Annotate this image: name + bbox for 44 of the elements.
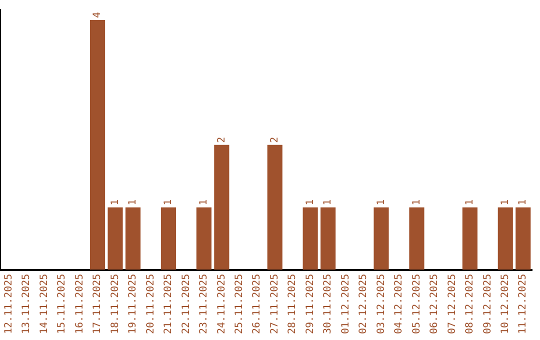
data-label: 1 <box>376 199 387 206</box>
x-tick-label: 18.11.2025 <box>110 274 121 334</box>
x-tick-label: 26.11.2025 <box>252 274 263 334</box>
x-tick-label: 03.12.2025 <box>376 274 387 334</box>
x-tick-label: 04.12.2025 <box>394 274 405 334</box>
x-tick-label: 14.11.2025 <box>38 274 50 334</box>
x-tick-label: 29.11.2025 <box>304 274 316 334</box>
x-tick-label: 25.11.2025 <box>234 274 245 334</box>
data-label: 2 <box>216 136 228 143</box>
x-tick-label: 12.11.2025 <box>3 274 14 334</box>
x-tick-label: 09.12.2025 <box>482 274 494 334</box>
data-label: 1 <box>110 199 121 206</box>
x-tick-label: 15.11.2025 <box>56 274 68 334</box>
x-tick-label: 27.11.2025 <box>269 274 280 334</box>
x-tick-label: 06.12.2025 <box>429 274 440 334</box>
x-tick-label: 07.12.2025 <box>446 274 458 334</box>
x-tick-label: 19.11.2025 <box>128 274 139 334</box>
data-label: 1 <box>163 199 174 206</box>
x-tick-label: 17.11.2025 <box>92 274 104 334</box>
x-tick-label: 28.11.2025 <box>287 274 298 334</box>
x-tick-label: 01.12.2025 <box>340 274 352 334</box>
data-label: 1 <box>322 199 334 206</box>
x-tick-label: 22.11.2025 <box>180 274 192 334</box>
data-label: 1 <box>198 199 210 206</box>
data-label: 2 <box>269 136 280 143</box>
x-tick-label: 20.11.2025 <box>145 274 156 334</box>
x-tick-label: 08.12.2025 <box>464 274 476 334</box>
x-tick-label: 13.11.2025 <box>21 274 32 334</box>
data-label: 1 <box>304 199 316 206</box>
data-label: 1 <box>128 199 139 206</box>
data-label: 1 <box>518 199 529 206</box>
data-label: 1 <box>464 199 476 206</box>
x-tick-label: 30.11.2025 <box>322 274 334 334</box>
x-tick-label: 05.12.2025 <box>411 274 422 334</box>
x-tick-label: 23.11.2025 <box>198 274 210 334</box>
x-tick-label: 02.12.2025 <box>358 274 370 334</box>
data-label: 1 <box>500 199 511 206</box>
data-label: 1 <box>411 199 422 206</box>
data-label: 4 <box>92 12 104 18</box>
x-tick-label: 21.11.2025 <box>163 274 174 334</box>
x-tick-label: 10.12.2025 <box>500 274 511 334</box>
x-tick-label: 24.11.2025 <box>216 274 228 334</box>
x-tick-label: 16.11.2025 <box>74 274 86 334</box>
x-tick-label: 11.12.2025 <box>518 274 529 334</box>
